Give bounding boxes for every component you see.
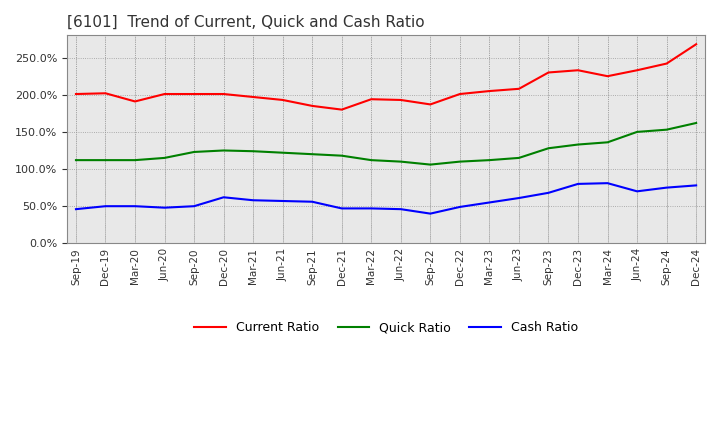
Quick Ratio (71, 158, 80, 163)
Cash Ratio (102, 204, 110, 209)
Quick Ratio (426, 162, 435, 167)
Line: Quick Ratio: Quick Ratio (76, 123, 696, 165)
Cash Ratio (633, 189, 642, 194)
Cash Ratio (574, 181, 582, 187)
Quick Ratio (633, 129, 642, 135)
Current Ratio (161, 92, 169, 97)
Quick Ratio (102, 158, 110, 163)
Legend: Current Ratio, Quick Ratio, Cash Ratio: Current Ratio, Quick Ratio, Cash Ratio (189, 316, 582, 339)
Cash Ratio (308, 199, 317, 204)
Current Ratio (633, 68, 642, 73)
Cash Ratio (131, 204, 140, 209)
Cash Ratio (367, 206, 376, 211)
Current Ratio (338, 107, 346, 112)
Current Ratio (308, 103, 317, 109)
Quick Ratio (308, 151, 317, 157)
Quick Ratio (367, 158, 376, 163)
Current Ratio (249, 94, 258, 99)
Quick Ratio (603, 139, 612, 145)
Cash Ratio (190, 204, 199, 209)
Cash Ratio (456, 204, 464, 209)
Cash Ratio (71, 206, 80, 212)
Quick Ratio (338, 153, 346, 158)
Quick Ratio (161, 155, 169, 161)
Cash Ratio (692, 183, 701, 188)
Current Ratio (544, 70, 553, 75)
Current Ratio (692, 42, 701, 47)
Current Ratio (367, 96, 376, 102)
Cash Ratio (397, 206, 405, 212)
Cash Ratio (485, 200, 494, 205)
Quick Ratio (544, 146, 553, 151)
Current Ratio (662, 61, 671, 66)
Quick Ratio (220, 148, 228, 153)
Current Ratio (220, 92, 228, 97)
Quick Ratio (190, 149, 199, 154)
Current Ratio (397, 97, 405, 103)
Quick Ratio (397, 159, 405, 164)
Quick Ratio (131, 158, 140, 163)
Current Ratio (190, 92, 199, 97)
Current Ratio (603, 73, 612, 79)
Quick Ratio (574, 142, 582, 147)
Cash Ratio (249, 198, 258, 203)
Cash Ratio (161, 205, 169, 210)
Current Ratio (456, 92, 464, 97)
Current Ratio (279, 97, 287, 103)
Cash Ratio (426, 211, 435, 216)
Line: Current Ratio: Current Ratio (76, 44, 696, 110)
Cash Ratio (603, 180, 612, 186)
Quick Ratio (249, 149, 258, 154)
Quick Ratio (692, 121, 701, 126)
Quick Ratio (485, 158, 494, 163)
Quick Ratio (456, 159, 464, 164)
Quick Ratio (662, 127, 671, 132)
Current Ratio (426, 102, 435, 107)
Cash Ratio (338, 206, 346, 211)
Cash Ratio (279, 198, 287, 204)
Text: [6101]  Trend of Current, Quick and Cash Ratio: [6101] Trend of Current, Quick and Cash … (67, 15, 425, 30)
Cash Ratio (662, 185, 671, 190)
Cash Ratio (220, 194, 228, 200)
Current Ratio (131, 99, 140, 104)
Current Ratio (102, 91, 110, 96)
Current Ratio (485, 88, 494, 94)
Current Ratio (574, 68, 582, 73)
Quick Ratio (279, 150, 287, 155)
Current Ratio (71, 92, 80, 97)
Current Ratio (515, 86, 523, 92)
Line: Cash Ratio: Cash Ratio (76, 183, 696, 213)
Cash Ratio (515, 195, 523, 201)
Cash Ratio (544, 190, 553, 195)
Quick Ratio (515, 155, 523, 161)
